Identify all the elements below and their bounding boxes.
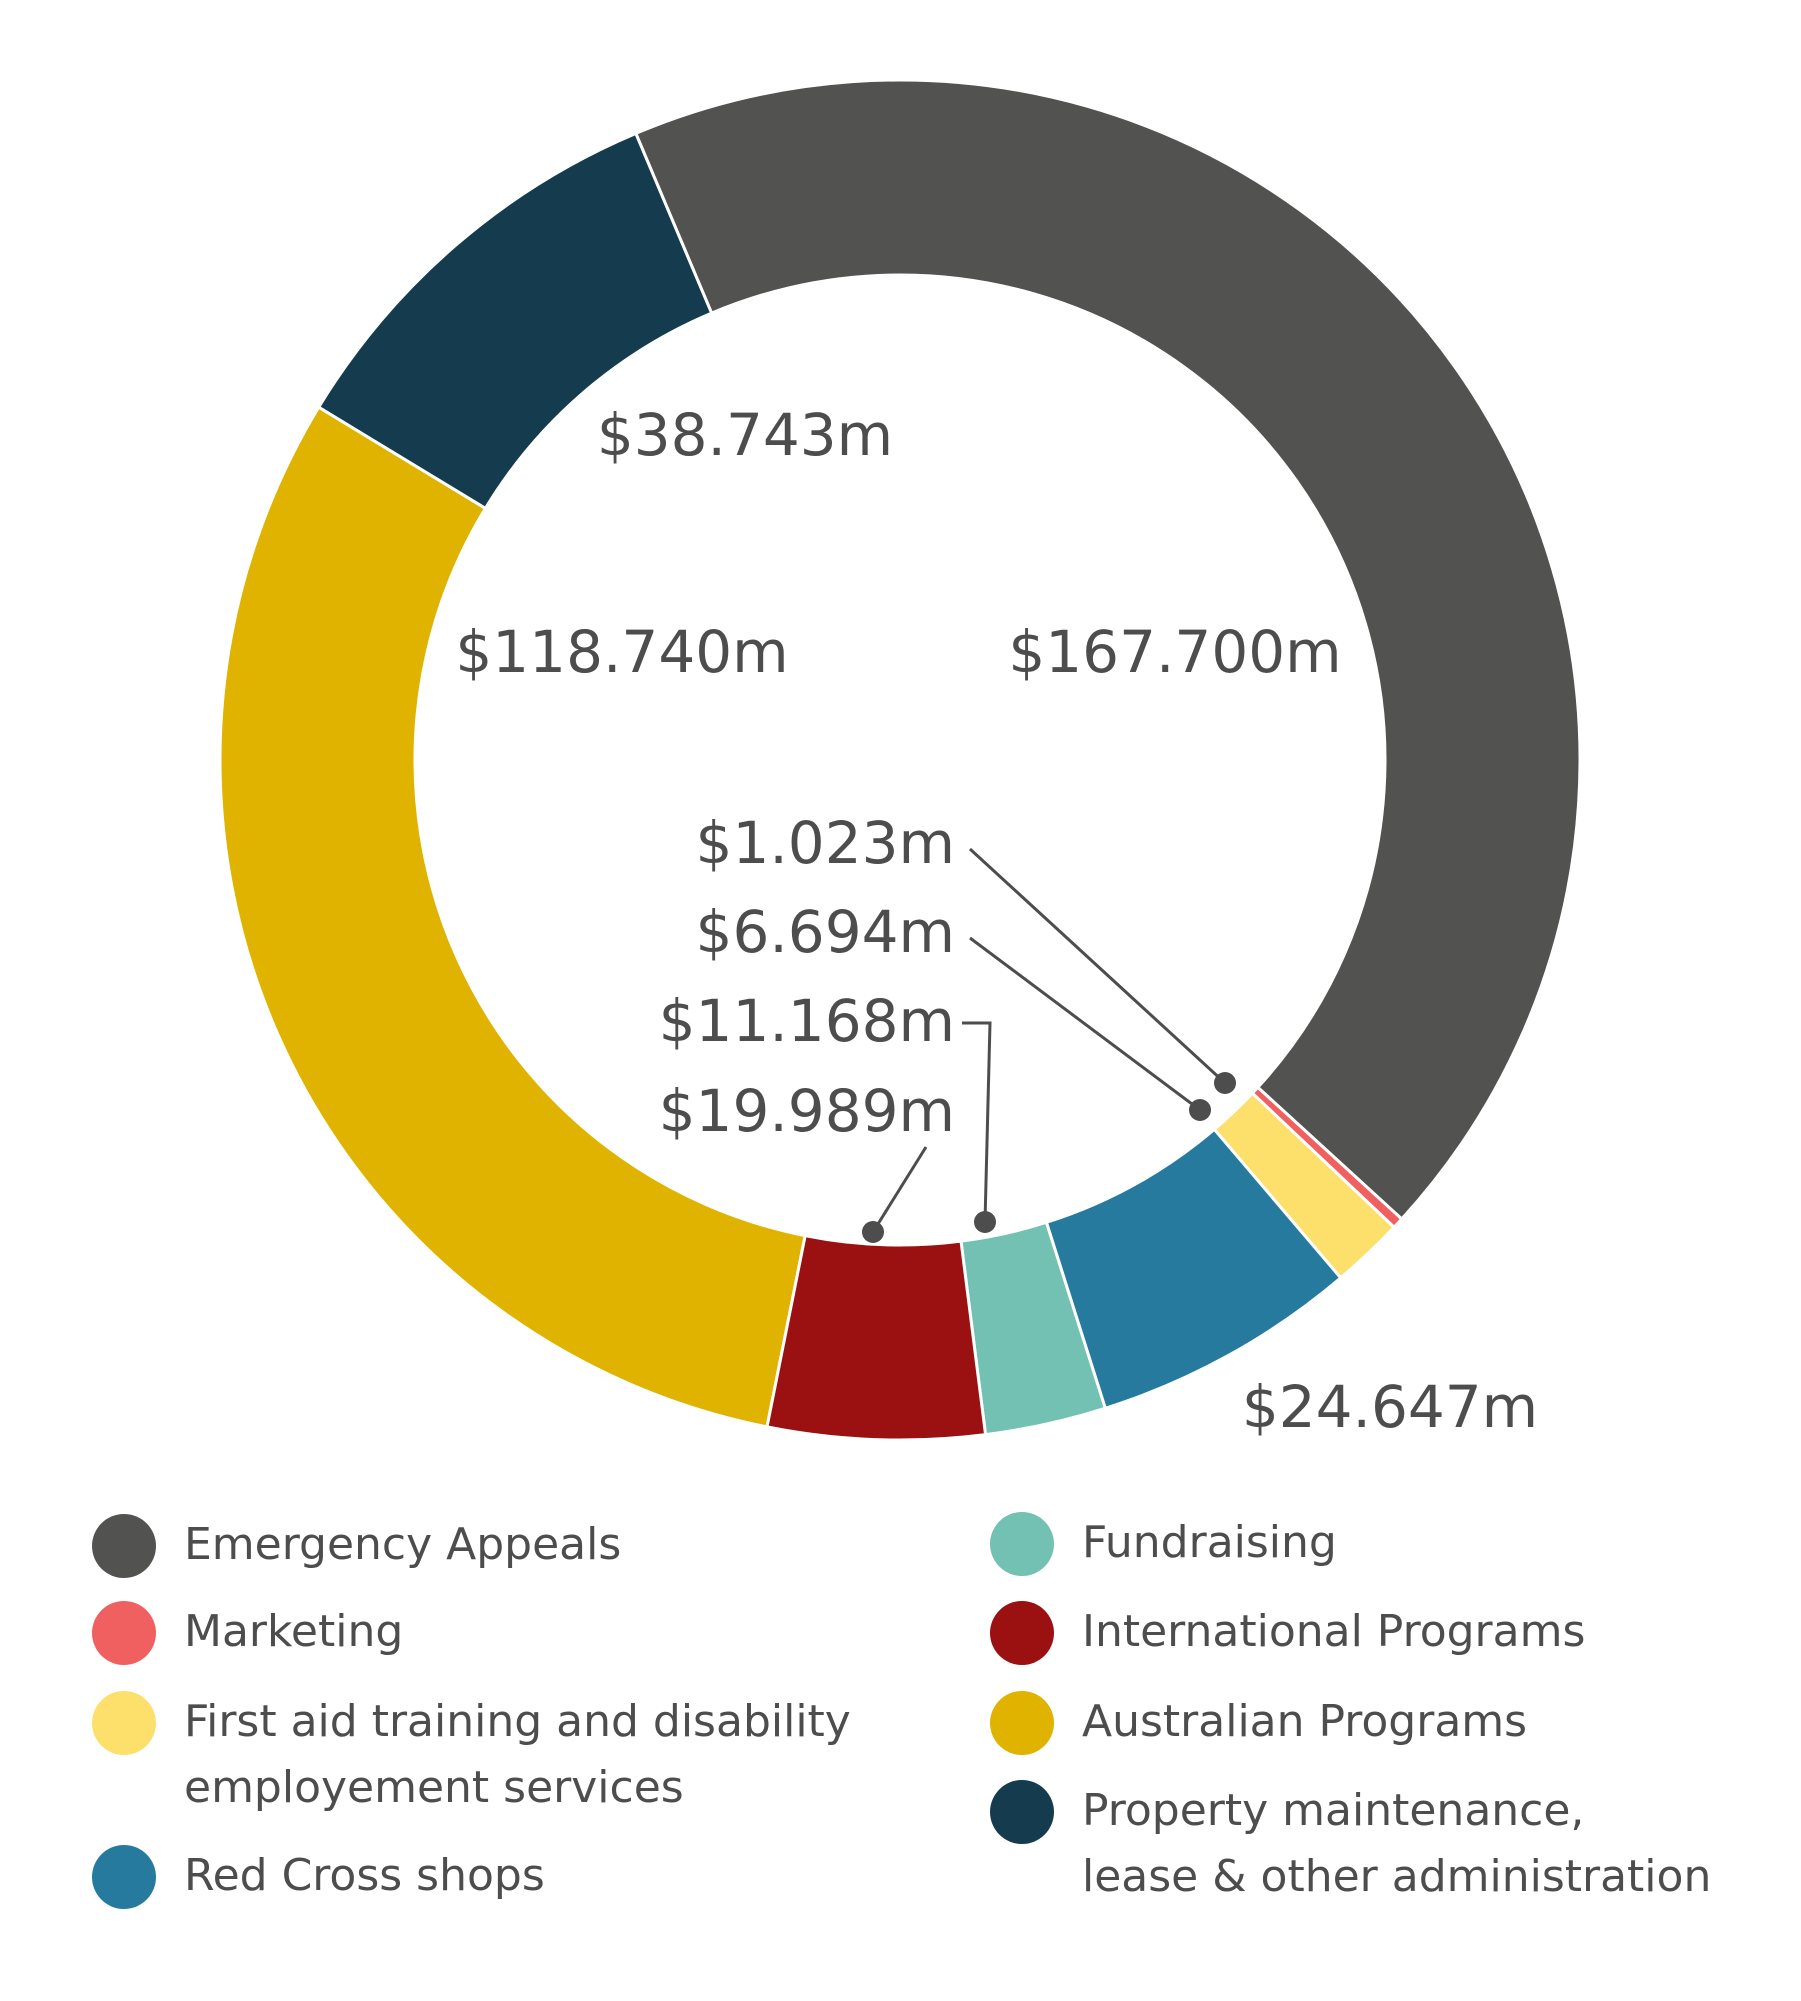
legend-swatch-fundraising [990,1512,1054,1576]
slice-emergency-appeals [633,78,1582,1222]
legend-swatch-australian-programs [990,1691,1054,1755]
leader-dot-first-aid [1189,1099,1211,1121]
leader-line-first-aid [969,936,1201,1112]
data-label-international: $19.989m [659,1077,955,1145]
data-label-property: $38.743m [597,401,893,469]
data-label-fundraising: $11.168m [659,987,955,1055]
legend-item-emergency-appeals: Emergency Appeals [92,1514,621,1578]
leader-dot-fundraising [974,1211,996,1233]
leader-line-international [871,1146,928,1233]
slice-australian-programs [218,405,807,1429]
legend-item-fundraising: Fundraising [990,1512,1337,1576]
data-label-first-aid: $6.694m [696,898,955,966]
legend-swatch-marketing [92,1601,156,1665]
data-labels: $167.700m $1.023m $6.694m $24.647m $11.1… [455,401,1538,1441]
legend-label-first-aid: First aid training and disability employ… [184,1696,851,1813]
data-label-marketing: $1.023m [696,809,955,877]
legend-swatch-red-cross-shops [92,1845,156,1909]
legend-item-red-cross-shops: Red Cross shops [92,1845,545,1909]
legend-label-red-cross-shops: Red Cross shops [184,1850,545,1901]
leader-dot-marketing [1214,1072,1236,1094]
leader-line-fundraising [962,1021,992,1223]
leader-line-marketing [968,847,1227,1085]
legend-swatch-international [990,1601,1054,1665]
legend-label-international: International Programs [1082,1606,1586,1657]
legend-label-marketing: Marketing [184,1606,404,1657]
leader-dot-international [862,1221,884,1243]
legend-swatch-emergency-appeals [92,1514,156,1578]
legend-item-first-aid: First aid training and disability employ… [92,1691,851,1821]
data-label-red-cross-shops: $24.647m [1242,1373,1538,1441]
slice-property-maintenance-lease-other-administration [316,131,714,511]
legend-item-australian-programs: Australian Programs [990,1691,1527,1755]
donut-slices [218,78,1582,1442]
donut-chart: $167.700m $1.023m $6.694m $24.647m $11.1… [218,78,1582,1442]
legend-item-international: International Programs [990,1601,1585,1665]
legend-item-property: Property maintenance, lease & other admi… [990,1780,1711,1910]
data-label-australian-programs: $118.740m [455,618,788,686]
legend-label-emergency-appeals: Emergency Appeals [184,1519,622,1570]
leader-lines [862,847,1236,1243]
legend-swatch-first-aid [92,1691,156,1755]
legend-item-marketing: Marketing [92,1601,403,1665]
legend-label-australian-programs: Australian Programs [1082,1696,1528,1747]
legend-label-fundraising: Fundraising [1082,1517,1337,1568]
data-label-emergency-appeals: $167.700m [1008,618,1341,686]
legend-swatch-property [990,1780,1054,1844]
legend-label-property: Property maintenance, lease & other admi… [1082,1785,1712,1902]
